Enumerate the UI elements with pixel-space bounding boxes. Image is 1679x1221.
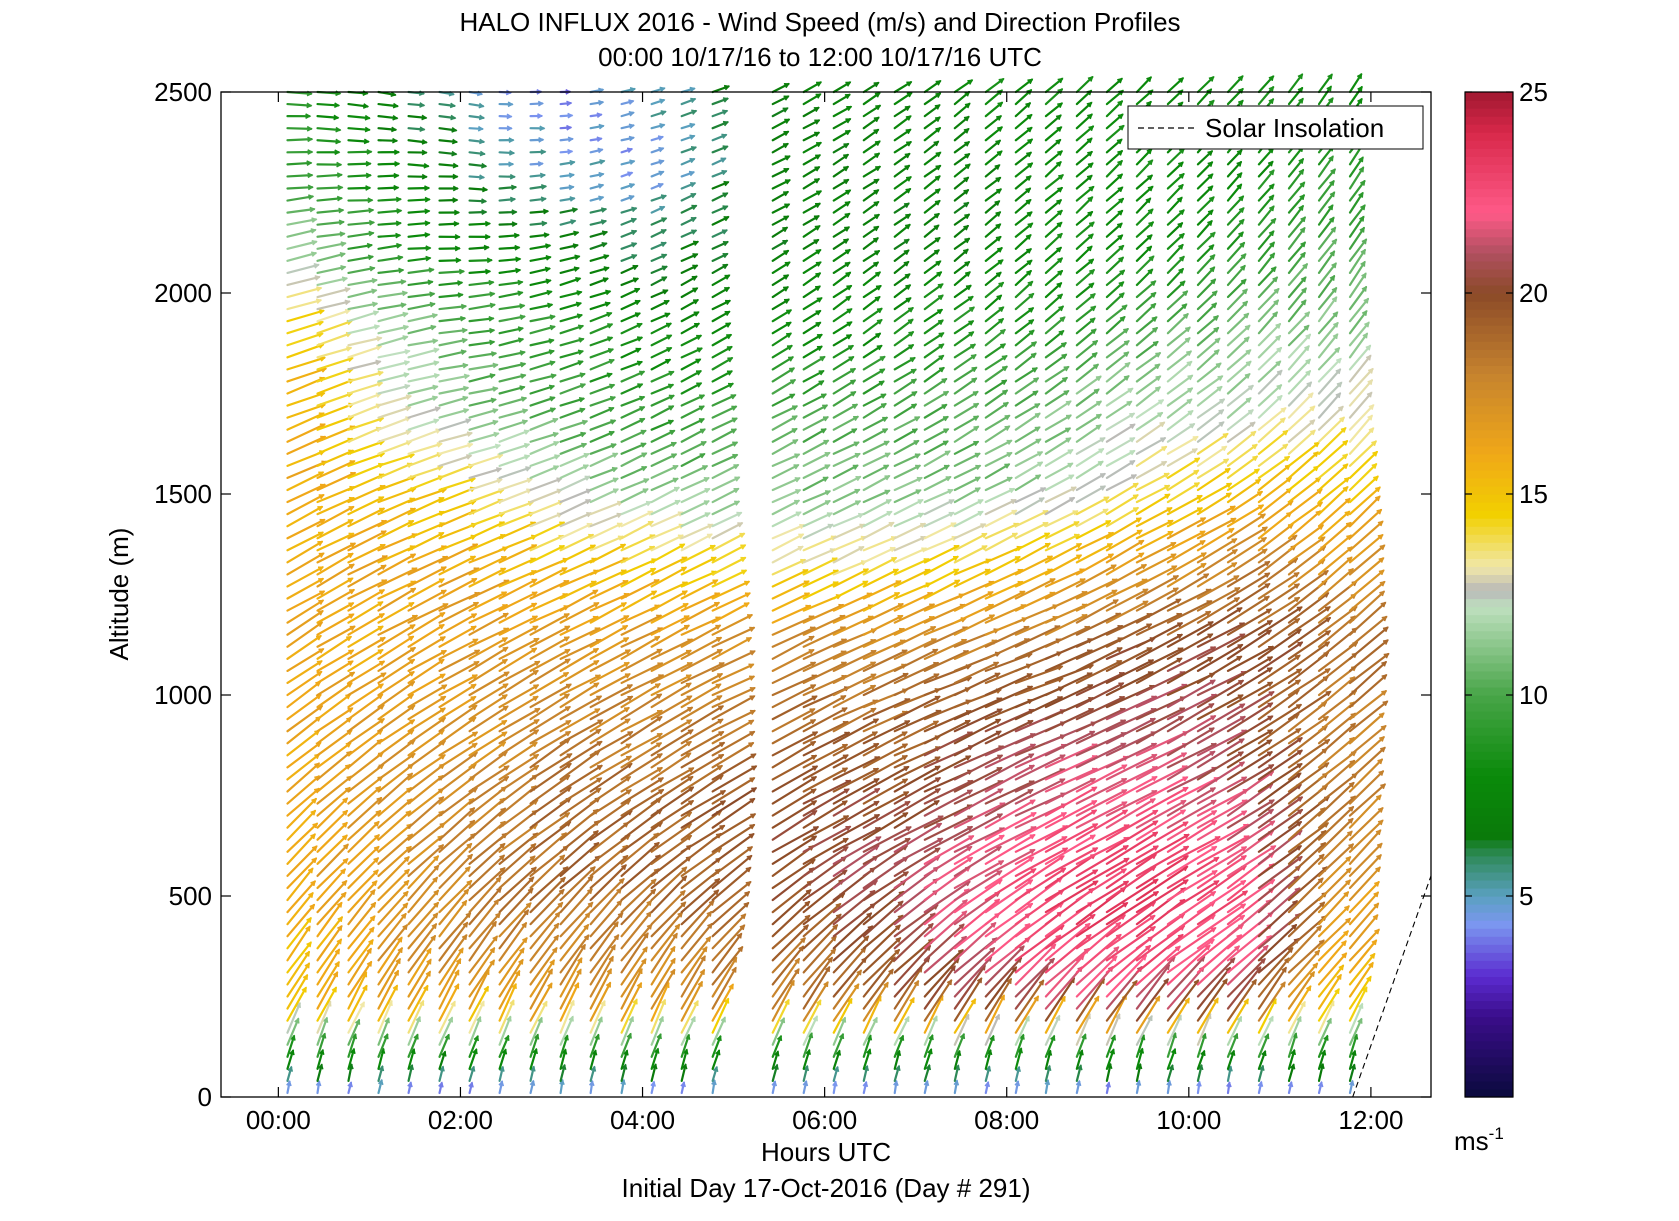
wind-vector xyxy=(470,260,492,261)
wind-vector xyxy=(379,188,398,189)
wind-vector xyxy=(287,175,311,176)
wind-vector xyxy=(500,212,516,213)
chart-subtitle: 00:00 10/17/16 to 12:00 10/17/16 UTC xyxy=(598,42,1042,72)
wind-vector xyxy=(348,164,370,165)
wind-vector xyxy=(287,187,312,188)
wind-vector xyxy=(409,248,430,249)
wind-vector xyxy=(440,260,460,261)
wind-vector xyxy=(348,175,370,176)
wind-vector xyxy=(287,163,310,164)
wind-vector xyxy=(348,188,369,189)
wind-vector xyxy=(287,139,311,140)
chart-title: HALO INFLUX 2016 - Wind Speed (m/s) and … xyxy=(459,7,1180,37)
wind-vector xyxy=(318,187,342,188)
wind-vector xyxy=(348,152,370,153)
wind-vector xyxy=(470,212,486,213)
wind-vector xyxy=(440,200,457,201)
wind-vector xyxy=(287,128,311,129)
wind-vector xyxy=(409,199,430,200)
wind-vector xyxy=(379,140,397,141)
wind-vector xyxy=(379,164,399,165)
wind-vector xyxy=(440,271,464,273)
wind-vector xyxy=(379,176,398,177)
